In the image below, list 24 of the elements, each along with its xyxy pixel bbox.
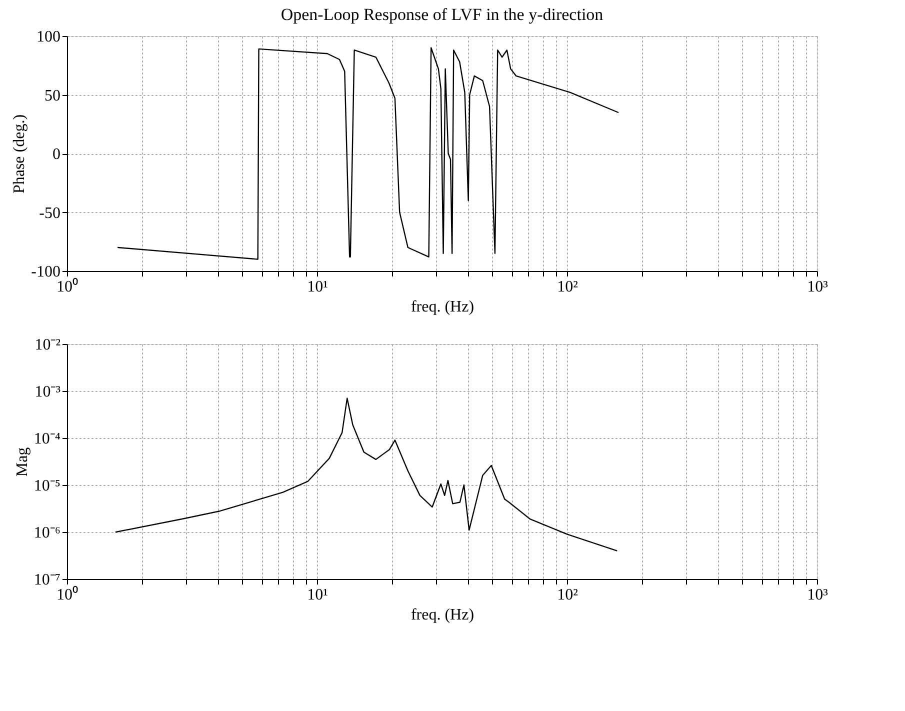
x-tick-label: 10³ — [807, 586, 828, 604]
x-tick-label: 10¹ — [307, 278, 328, 296]
y-tick-label: 10⁻⁴ — [34, 430, 61, 448]
x-tick-label: 10² — [557, 586, 578, 604]
x-tick-label: 10⁰ — [56, 586, 78, 604]
y-tick-label: -100 — [31, 264, 60, 280]
y-tick-label: 100 — [36, 28, 60, 46]
x-axis-title: freq. (Hz) — [410, 606, 474, 624]
x-tick-label: 10³ — [807, 278, 828, 296]
y-axis-title: Phase (deg.) — [11, 114, 28, 194]
y-tick-label: 10⁻³ — [34, 384, 61, 400]
x-tick-label: 10⁰ — [56, 278, 78, 296]
x-axis-title: freq. (Hz) — [410, 298, 474, 316]
x-tick-label: 10¹ — [307, 586, 328, 604]
x-tick-label: 10² — [557, 278, 578, 296]
y-tick-label: 0 — [52, 146, 60, 163]
y-tick-label: 50 — [44, 87, 60, 104]
y-tick-label: -50 — [39, 204, 60, 222]
y-tick-label: 10⁻⁵ — [34, 478, 60, 494]
y-tick-label: 10⁻⁶ — [34, 524, 60, 542]
chart-title: Open-Loop Response of LVF in the y-direction — [280, 5, 604, 24]
y-tick-label: 10⁻² — [34, 336, 61, 354]
y-tick-label: 10⁻⁷ — [34, 572, 60, 588]
y-axis-title: Mag — [14, 447, 31, 477]
